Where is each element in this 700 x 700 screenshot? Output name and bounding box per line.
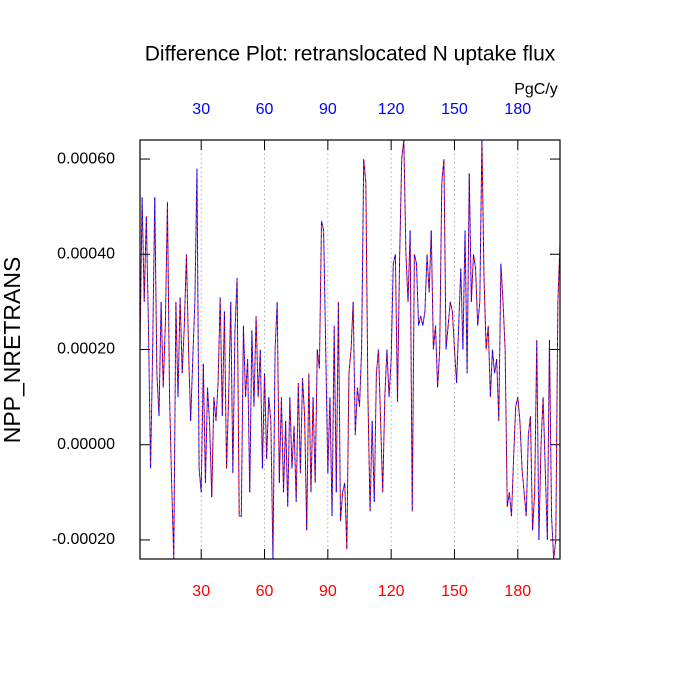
data-line bbox=[139, 139, 561, 560]
y-tick-label: 0.00040 bbox=[57, 245, 115, 262]
y-tick-label: 0.00000 bbox=[57, 436, 115, 453]
x-tick-label: 120 bbox=[378, 583, 405, 600]
y-tick-label: 0.00020 bbox=[57, 341, 115, 358]
top-x-tick-label: 150 bbox=[441, 101, 468, 118]
x-tick-label: 150 bbox=[441, 583, 468, 600]
top-x-tick-label: 60 bbox=[256, 101, 274, 118]
y-axis-title: NPP_NRETRANS bbox=[0, 257, 25, 444]
top-x-tick-label: 90 bbox=[319, 101, 337, 118]
chart-title: Difference Plot: retranslocated N uptake… bbox=[145, 43, 556, 66]
y-tick-label: -0.00020 bbox=[52, 531, 115, 548]
x-tick-label: 30 bbox=[192, 583, 210, 600]
top-x-tick-label: 30 bbox=[192, 101, 210, 118]
top-x-tick-label: 120 bbox=[378, 101, 405, 118]
x-tick-label: 180 bbox=[504, 583, 531, 600]
top-x-tick-label: 180 bbox=[504, 101, 531, 118]
plot-frame bbox=[139, 139, 561, 560]
data-line bbox=[139, 139, 561, 560]
units-label: PgC/y bbox=[514, 81, 558, 98]
y-tick-label: 0.00060 bbox=[57, 150, 115, 167]
x-tick-label: 90 bbox=[319, 583, 337, 600]
x-tick-label: 60 bbox=[256, 583, 274, 600]
